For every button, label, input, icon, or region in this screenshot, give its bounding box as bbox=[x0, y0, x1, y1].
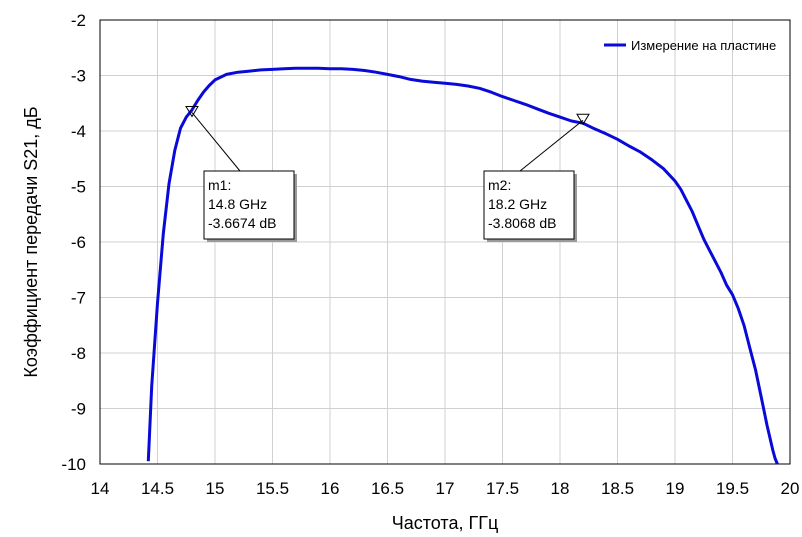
grid bbox=[100, 20, 790, 464]
x-tick-label: 20 bbox=[781, 479, 800, 498]
y-tick-labels: -2 -3 -4 -5 -6 -7 -8 -9 -10 bbox=[61, 11, 86, 474]
series-line-0 bbox=[146, 66, 779, 465]
x-tick-label: 15 bbox=[206, 479, 225, 498]
y-axis-label: Коэффициент передачи S21, дБ bbox=[21, 106, 41, 377]
marker-m2: m2: 18.2 GHz -3.8068 dB bbox=[483, 113, 590, 242]
x-tick-labels: 14 14.5 15 15.5 16 16.5 17 17.5 18 18.5 19 19.5 20 bbox=[91, 479, 800, 498]
plot-frame bbox=[99, 19, 791, 465]
marker-leader-line bbox=[519, 119, 584, 172]
x-tick-label: 19 bbox=[666, 479, 685, 498]
marker-m1: m1: 14.8 GHz -3.6674 dB bbox=[185, 106, 297, 242]
x-tick-label: 18.5 bbox=[601, 479, 634, 498]
legend: Измерение на пластине bbox=[604, 38, 776, 53]
x-tick-label: 17.5 bbox=[486, 479, 519, 498]
y-tick-label: -3 bbox=[71, 67, 86, 86]
y-tick-label: -7 bbox=[71, 289, 86, 308]
x-tick-label: 14 bbox=[91, 479, 110, 498]
series-layer bbox=[146, 66, 779, 465]
marker-label-line: -3.8068 dB bbox=[488, 215, 557, 231]
x-tick-label: 18 bbox=[551, 479, 570, 498]
y-tick-label: -5 bbox=[71, 178, 86, 197]
y-tick-label: -2 bbox=[71, 11, 86, 30]
y-tick-label: -4 bbox=[71, 122, 86, 141]
marker-label-line: m2: bbox=[488, 177, 511, 193]
marker-leader-line bbox=[191, 112, 241, 172]
marker-box bbox=[483, 170, 575, 240]
markers-layer: m1: 14.8 GHz -3.6674 dB m2: 18.2 GHz -3.8068 … bbox=[185, 106, 590, 242]
y-tick-label: -8 bbox=[71, 344, 86, 363]
marker-triangle bbox=[185, 106, 199, 118]
x-tick-label: 17 bbox=[436, 479, 455, 498]
marker-label-line: m1: bbox=[208, 177, 231, 193]
y-tick-label: -9 bbox=[71, 400, 86, 419]
marker-label-line: 18.2 GHz bbox=[488, 196, 547, 212]
y-tick-label: -6 bbox=[71, 233, 86, 252]
x-tick-label: 16.5 bbox=[371, 479, 404, 498]
marker-triangle bbox=[576, 113, 590, 126]
marker-box bbox=[203, 170, 295, 240]
x-tick-label: 14.5 bbox=[141, 479, 174, 498]
legend-label: Измерение на пластине bbox=[631, 38, 776, 53]
marker-label-line: 14.8 GHz bbox=[208, 196, 267, 212]
x-tick-label: 16 bbox=[321, 479, 340, 498]
x-tick-label: 15.5 bbox=[256, 479, 289, 498]
x-axis-label: Частота, ГГц bbox=[392, 513, 499, 533]
marker-label-line: -3.6674 dB bbox=[208, 215, 277, 231]
x-tick-label: 19.5 bbox=[716, 479, 749, 498]
y-tick-label: -10 bbox=[61, 455, 86, 474]
